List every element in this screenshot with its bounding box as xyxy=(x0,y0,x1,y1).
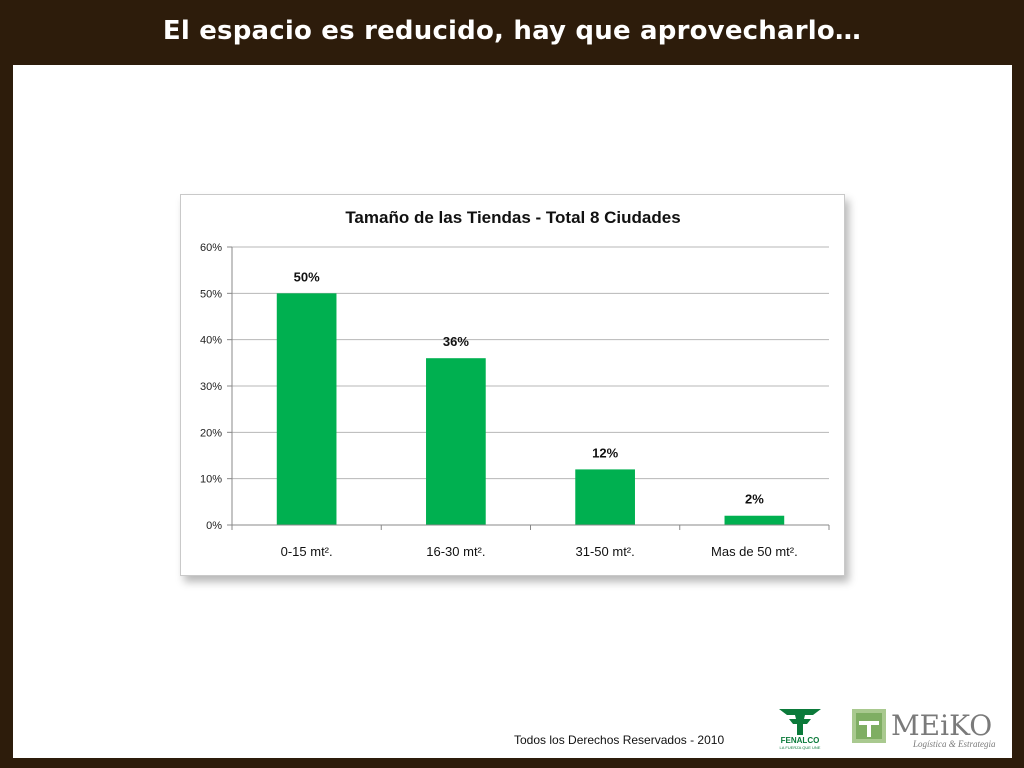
meiko-name: MEiKO xyxy=(891,709,992,742)
meiko-logo: MEiKO Logística & Estrategia xyxy=(852,709,996,749)
fenalco-tagline: LA FUERZA QUE UNE xyxy=(780,745,821,750)
y-tick-label: 60% xyxy=(200,242,222,254)
bar xyxy=(426,358,486,525)
title-bar: El espacio es reducido, hay que aprovech… xyxy=(0,0,1024,62)
x-tick-label: 31-50 mt². xyxy=(576,544,635,559)
y-tick-label: 0% xyxy=(206,520,222,532)
bar xyxy=(575,469,635,525)
y-tick-label: 10% xyxy=(200,474,222,486)
data-label: 36% xyxy=(443,334,469,349)
y-tick-label: 20% xyxy=(200,427,222,439)
data-labels: 50% 36% 12% 2% xyxy=(294,269,765,506)
chart-container: Tamaño de las Tiendas - Total 8 Ciudades… xyxy=(180,194,845,576)
data-label: 2% xyxy=(745,492,764,507)
x-axis-ticks: 0-15 mt². 16-30 mt². 31-50 mt². Mas de 50 m… xyxy=(231,524,830,559)
bar-chart: Tamaño de las Tiendas - Total 8 Ciudades… xyxy=(200,208,830,559)
bar xyxy=(276,293,337,525)
data-label: 12% xyxy=(592,445,618,460)
bar xyxy=(724,515,785,525)
bars xyxy=(276,293,785,525)
chart-title: Tamaño de las Tiendas - Total 8 Ciudades xyxy=(345,208,680,227)
fenalco-name: FENALCO xyxy=(781,736,820,745)
x-tick-label: 16-30 mt². xyxy=(426,544,485,559)
meiko-tagline: Logística & Estrategia xyxy=(912,739,996,749)
y-axis-ticks: 0% 10% 20% 30% 40% 50% 60% xyxy=(200,242,233,532)
y-tick-label: 30% xyxy=(200,381,222,393)
fenalco-logo: FENALCO LA FUERZA QUE UNE xyxy=(779,709,821,750)
y-tick-label: 40% xyxy=(200,335,222,347)
data-label: 50% xyxy=(294,269,320,284)
y-tick-label: 50% xyxy=(200,288,222,300)
copyright-footer: Todos los Derechos Reservados - 2010 xyxy=(514,733,725,747)
slide-title: El espacio es reducido, hay que aprovech… xyxy=(162,16,862,46)
x-tick-label: Mas de 50 mt². xyxy=(711,544,798,559)
x-tick-label: 0-15 mt². xyxy=(281,544,333,559)
